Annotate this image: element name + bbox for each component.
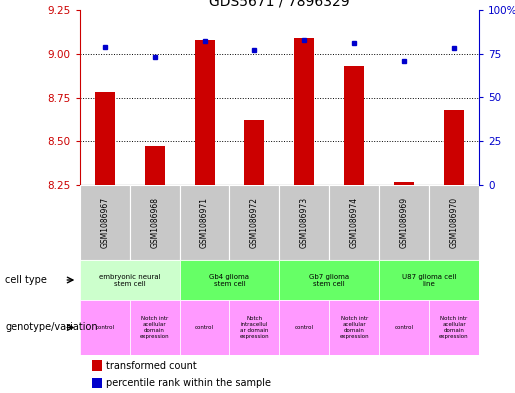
Bar: [379, 300, 429, 355]
Text: cell type: cell type: [5, 275, 47, 285]
Text: Notch
intracellul
ar domain
expression: Notch intracellul ar domain expression: [239, 316, 269, 339]
Text: GSM1086969: GSM1086969: [400, 197, 408, 248]
Bar: [394, 182, 414, 185]
Bar: [230, 300, 280, 355]
Text: control: control: [394, 325, 414, 330]
Bar: [180, 185, 230, 260]
Bar: [280, 260, 379, 300]
Text: GSM1086971: GSM1086971: [200, 197, 209, 248]
Text: U87 glioma cell
line: U87 glioma cell line: [402, 274, 456, 286]
Bar: [379, 260, 479, 300]
Bar: [329, 300, 379, 355]
Text: percentile rank within the sample: percentile rank within the sample: [106, 378, 271, 388]
Bar: [80, 300, 130, 355]
Text: genotype/variation: genotype/variation: [5, 323, 98, 332]
Bar: [80, 260, 180, 300]
Bar: [280, 300, 329, 355]
Bar: [280, 185, 329, 260]
Bar: [130, 185, 180, 260]
Text: control: control: [195, 325, 214, 330]
Text: GSM1086974: GSM1086974: [350, 197, 359, 248]
Text: embryonic neural
stem cell: embryonic neural stem cell: [99, 274, 161, 286]
Text: GSM1086972: GSM1086972: [250, 197, 259, 248]
Bar: [429, 300, 479, 355]
Bar: [329, 185, 379, 260]
Bar: [195, 40, 215, 185]
Bar: [180, 260, 280, 300]
Text: control: control: [95, 325, 114, 330]
Text: GSM1086967: GSM1086967: [100, 197, 109, 248]
Bar: [92, 360, 102, 371]
Bar: [344, 66, 364, 185]
Text: GSM1086968: GSM1086968: [150, 197, 159, 248]
Text: control: control: [295, 325, 314, 330]
Bar: [245, 120, 264, 185]
Title: GDS5671 / 7896329: GDS5671 / 7896329: [209, 0, 350, 9]
Bar: [444, 110, 464, 185]
Bar: [80, 185, 130, 260]
Bar: [429, 185, 479, 260]
Text: Notch intr
acellular
domain
expression: Notch intr acellular domain expression: [439, 316, 469, 339]
Text: Notch intr
acellular
domain
expression: Notch intr acellular domain expression: [140, 316, 169, 339]
Bar: [130, 300, 180, 355]
Text: GSM1086973: GSM1086973: [300, 197, 309, 248]
Bar: [92, 378, 102, 388]
Bar: [95, 92, 115, 185]
Text: Notch intr
acellular
domain
expression: Notch intr acellular domain expression: [339, 316, 369, 339]
Bar: [230, 185, 280, 260]
Bar: [145, 147, 165, 185]
Bar: [180, 300, 230, 355]
Text: Gb7 glioma
stem cell: Gb7 glioma stem cell: [309, 274, 349, 286]
Text: GSM1086970: GSM1086970: [450, 197, 458, 248]
Bar: [379, 185, 429, 260]
Text: Gb4 glioma
stem cell: Gb4 glioma stem cell: [210, 274, 249, 286]
Bar: [295, 38, 314, 185]
Text: transformed count: transformed count: [106, 361, 197, 371]
